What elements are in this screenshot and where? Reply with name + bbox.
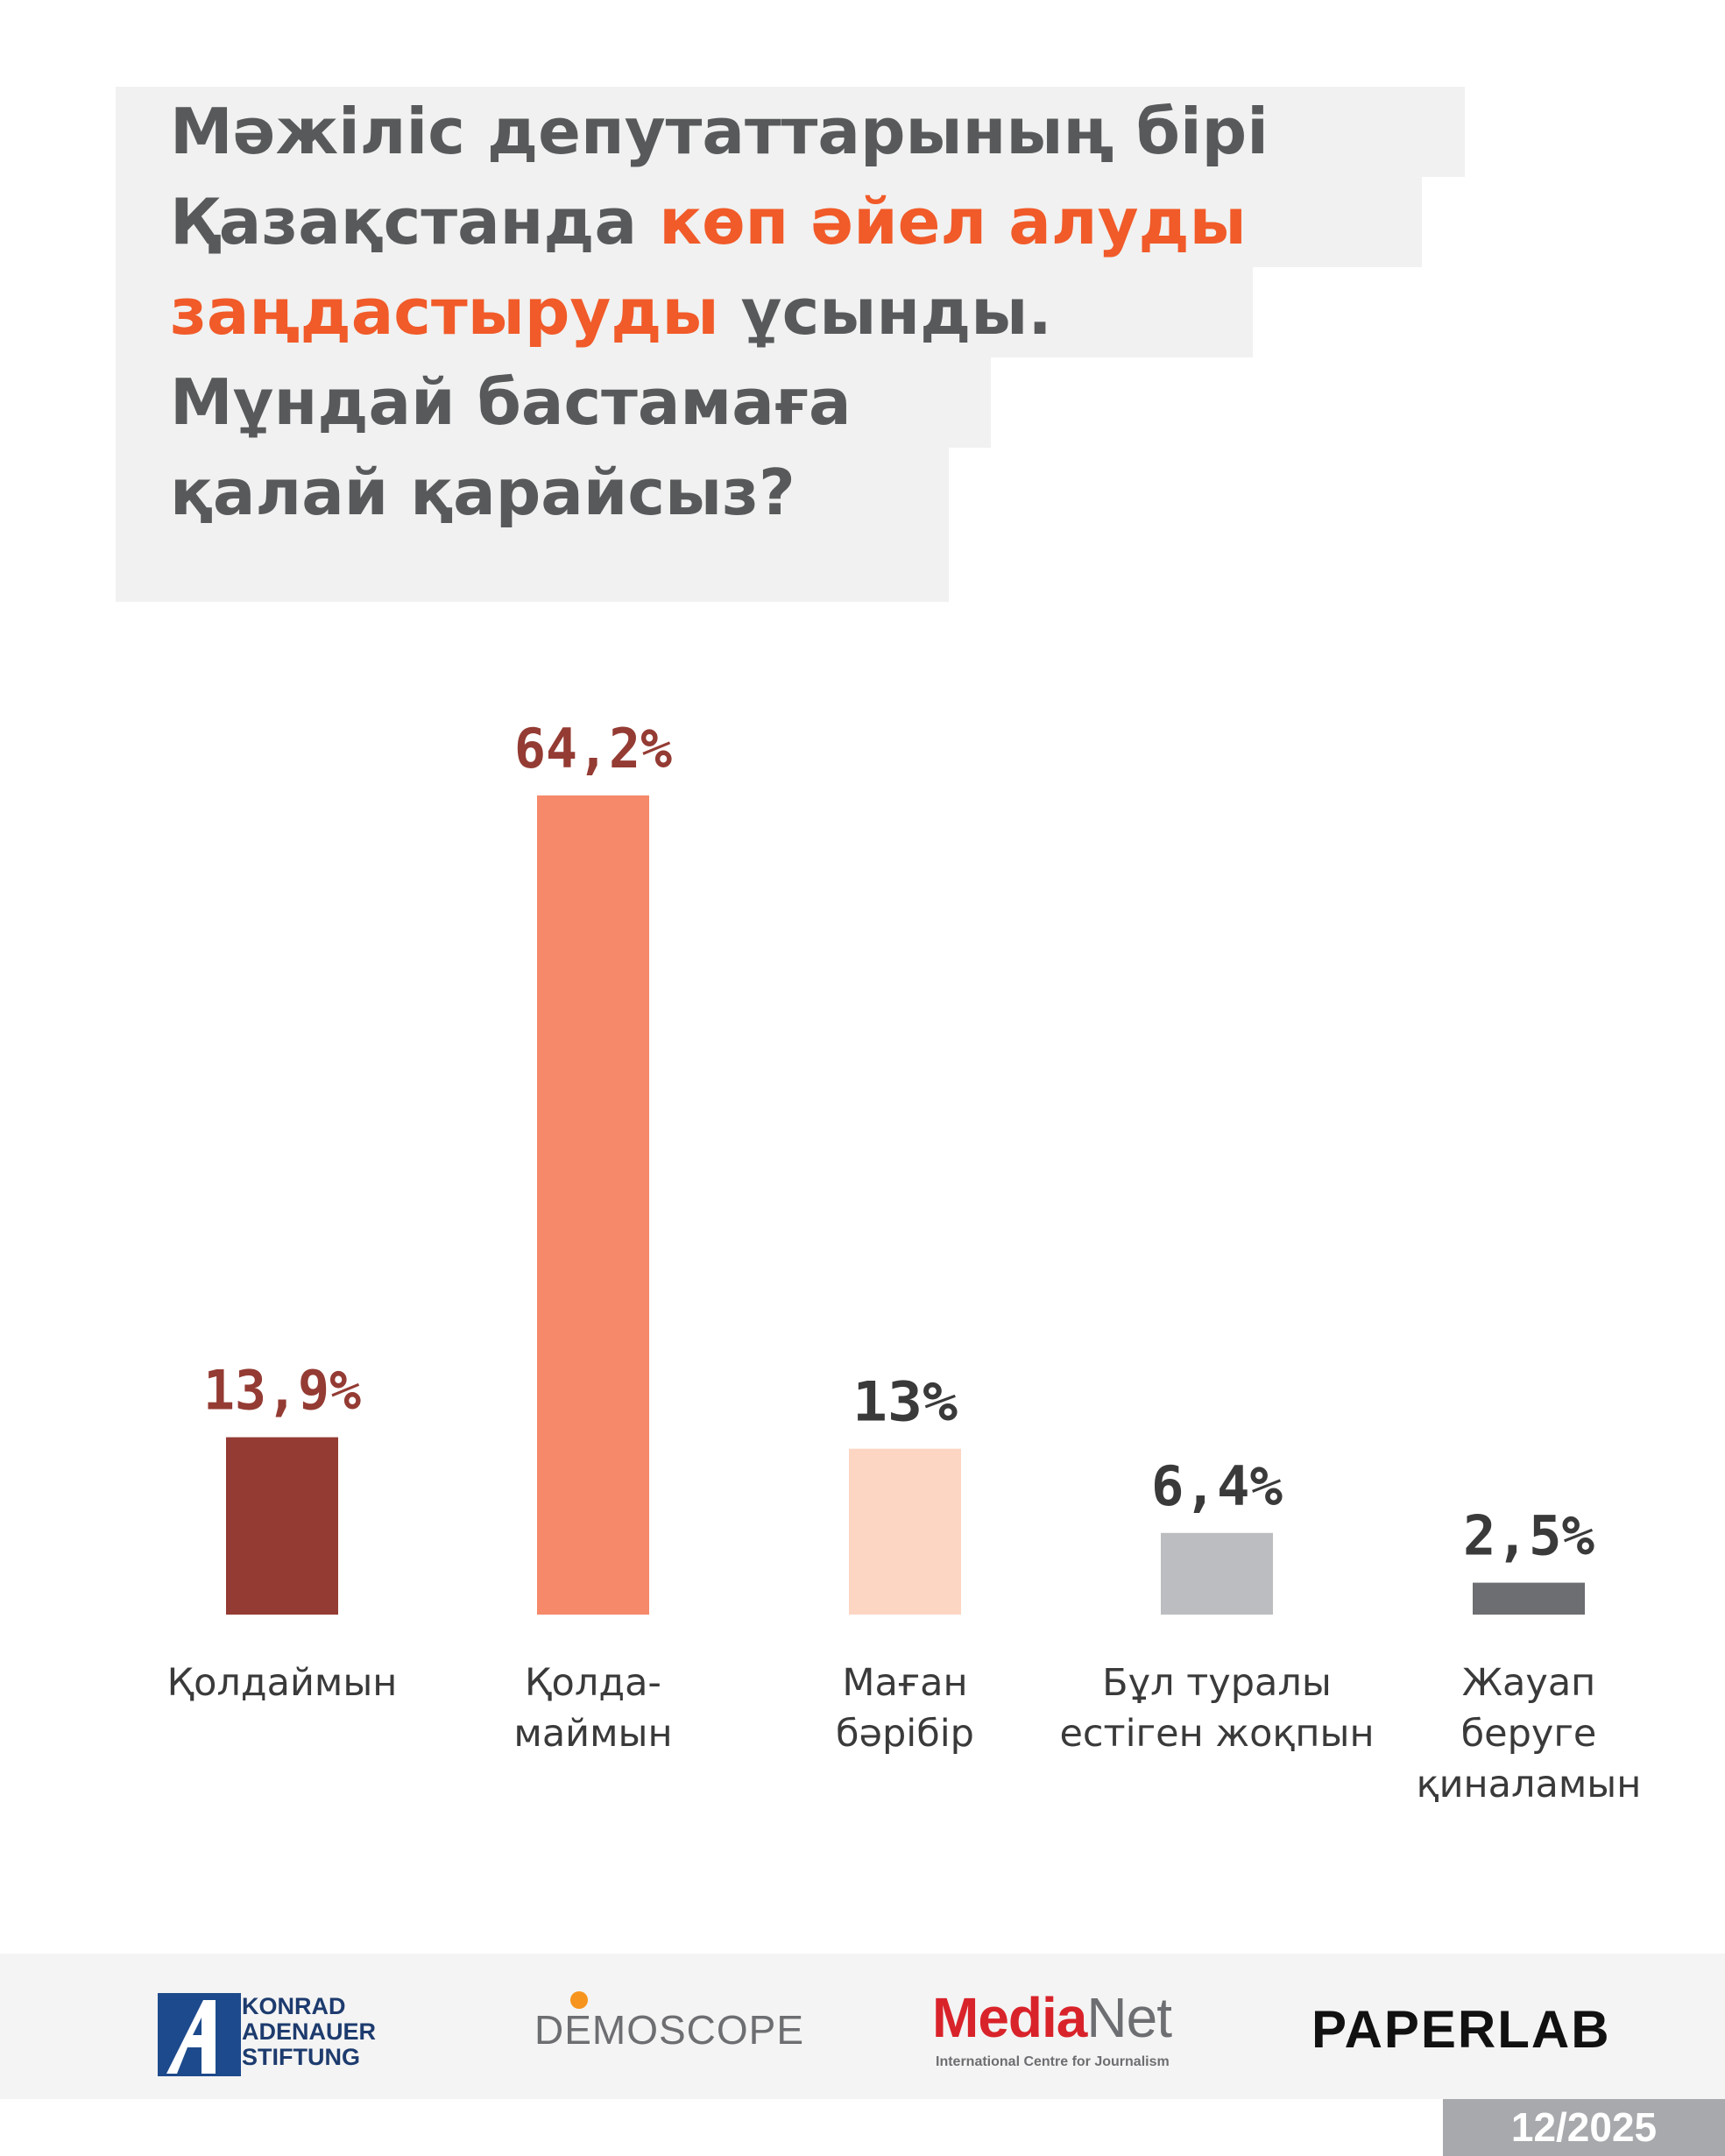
kas-text: KONRAD ADENAUER STIFTUNG: [242, 1993, 377, 2070]
title-text: Мұндай бастамаға: [170, 365, 852, 439]
bar: [1161, 1532, 1273, 1615]
value-label: 13%: [852, 1370, 958, 1434]
category-label-line: маймын: [513, 1712, 673, 1756]
category-label-line: бәрібір: [836, 1712, 974, 1756]
medianet-subtitle: International Centre for Journalism: [936, 2054, 1170, 2069]
medianet-logo: MediaNet International Centre for Journa…: [932, 1954, 1212, 2099]
title-text: Мәжіліс депутаттарының бірі: [170, 95, 1269, 168]
category-label: Бұл туралы естіген жоқпын: [1059, 1658, 1375, 1759]
category-label-line: Қолдаймын: [166, 1661, 398, 1705]
category-label-line: Жауап: [1461, 1661, 1596, 1705]
category-label: Жауап беруге қиналамын: [1371, 1658, 1686, 1810]
bar: [1473, 1582, 1585, 1615]
title-line-2: Қазақстанда көп әйел алуды: [116, 177, 1422, 267]
value-label: 6,4%: [1151, 1454, 1283, 1518]
category-label-line: беруге: [1460, 1712, 1597, 1756]
title-text: қалай қарайсыз?: [170, 456, 795, 529]
category-label-line: естіген жоқпын: [1059, 1712, 1375, 1756]
title-line-4: Мұндай бастамаға: [116, 357, 991, 448]
category-label: Қолда-маймын: [435, 1658, 751, 1759]
bar: [537, 795, 649, 1615]
kas-a-icon: [158, 1993, 241, 2076]
category-label: Қолдаймын: [124, 1658, 440, 1708]
medianet-wordmark: MediaNet: [932, 1985, 1172, 2050]
paperlab-text: PAPERLAB: [1311, 2000, 1611, 2059]
title-highlight: көп әйел алуды: [659, 185, 1247, 258]
title-line-3: заңдастыруды ұсынды.: [116, 267, 1253, 357]
title-block: Мәжіліс депутаттарының бірі Қазақстанда …: [0, 0, 1725, 631]
title-line-5: қалай қарайсыз?: [116, 448, 949, 602]
title-text: Қазақстанда: [170, 185, 660, 258]
category-label-line: Маған: [842, 1661, 968, 1705]
value-label: 13,9%: [203, 1359, 361, 1423]
category-label: Маған бәрібір: [747, 1658, 1063, 1759]
bar: [849, 1448, 961, 1615]
bar: [226, 1437, 338, 1615]
konrad-adenauer-logo: KONRAD ADENAUER STIFTUNG: [158, 1954, 421, 2099]
category-label-line: Бұл туралы: [1102, 1661, 1332, 1705]
title-highlight: заңдастыруды: [170, 275, 719, 349]
medianet-media: Media: [932, 1986, 1087, 2049]
medianet-net: Net: [1086, 1986, 1172, 2049]
demoscope-text: DEMOSCOPE: [534, 2007, 805, 2053]
value-label: 64,2%: [514, 717, 672, 781]
title-line-1: Мәжіліс депутаттарының бірі: [116, 87, 1465, 177]
category-label-line: қиналамын: [1416, 1763, 1642, 1806]
demoscope-logo: DEMOSCOPE: [534, 1954, 815, 2099]
value-label: 2,5%: [1463, 1504, 1594, 1568]
title-text: ұсынды.: [718, 275, 1052, 349]
date-badge: 12/2025: [1443, 2099, 1725, 2156]
bar-chart: 13,9% 64,2% 13% 6,4% 2,5%: [203, 717, 1594, 1615]
demoscope-dot-icon: [570, 1991, 588, 2009]
category-label-line: Қолда-: [525, 1661, 661, 1705]
footer-logos: KONRAD ADENAUER STIFTUNG DEMOSCOPE Media…: [0, 1954, 1725, 2099]
paperlab-logo: PAPERLAB: [1311, 1954, 1609, 2099]
